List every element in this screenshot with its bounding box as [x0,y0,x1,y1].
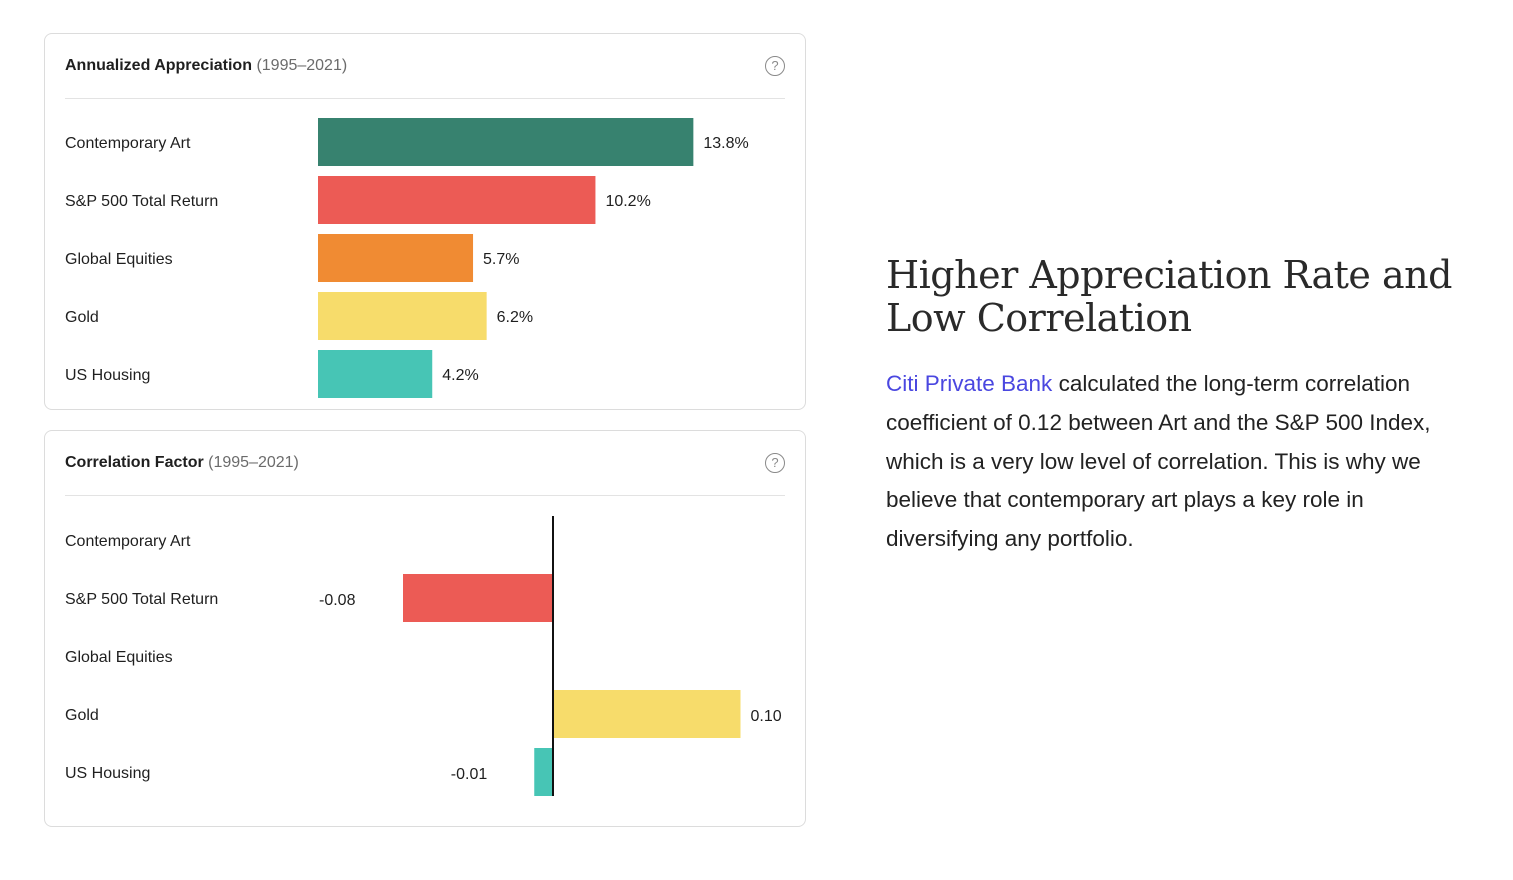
bar-gold [553,690,741,738]
appreciation-subtitle: (1995–2021) [256,57,348,74]
appreciation-title: Annualized Appreciation [65,57,252,74]
question-circle-icon[interactable]: ? [765,453,785,473]
bar-global-equities [318,234,474,282]
bar-us-housing [318,350,433,398]
appreciation-card-header: Annualized Appreciation (1995–2021) ? [65,34,785,99]
bar-sp-500-total-return [318,176,596,224]
category-label: Contemporary Art [65,135,191,152]
correlation-card-title: Correlation Factor (1995–2021) [65,454,299,472]
bar-contemporary-art [318,118,694,166]
correlation-card: Correlation Factor (1995–2021) ? Contemp… [44,430,806,827]
bar-sp-500-total-return [403,574,553,622]
category-label: Gold [65,309,99,326]
bar-us-housing [534,748,553,796]
appreciation-card: Annualized Appreciation (1995–2021) ? Co… [44,33,806,410]
citi-private-bank-link[interactable]: Citi Private Bank [886,371,1053,396]
value-label: -0.08 [319,592,356,609]
article-body: Citi Private Bank calculated the long-te… [886,365,1476,559]
bar-gold [318,292,487,340]
value-label: -0.01 [451,766,488,783]
category-label: Gold [65,707,99,724]
correlation-chart: Contemporary Art S&P 500 Total Return -0.0… [65,516,782,796]
article-body-text: calculated the long-term correlation coe… [886,371,1431,552]
category-label: Global Equities [65,649,173,666]
appreciation-card-title: Annualized Appreciation (1995–2021) [65,57,347,75]
value-label: 10.2% [605,193,650,210]
correlation-card-header: Correlation Factor (1995–2021) ? [65,431,785,496]
category-label: US Housing [65,367,150,384]
question-circle-icon[interactable]: ? [765,56,785,76]
value-label: 4.2% [442,367,478,384]
category-label: S&P 500 Total Return [65,591,218,608]
appreciation-chart: Contemporary Art 13.8% S&P 500 Total Retur… [65,118,749,398]
article-heading: Higher Appreciation Rate and Low Correla… [886,253,1452,340]
category-label: S&P 500 Total Return [65,193,218,210]
category-label: US Housing [65,765,150,782]
value-label: 0.10 [751,708,782,725]
value-label: 5.7% [483,251,519,268]
correlation-title: Correlation Factor [65,454,204,471]
value-label: 6.2% [497,309,533,326]
correlation-subtitle: (1995–2021) [208,454,299,471]
category-label: Contemporary Art [65,533,191,550]
category-label: Global Equities [65,251,173,268]
value-label: 13.8% [703,135,748,152]
